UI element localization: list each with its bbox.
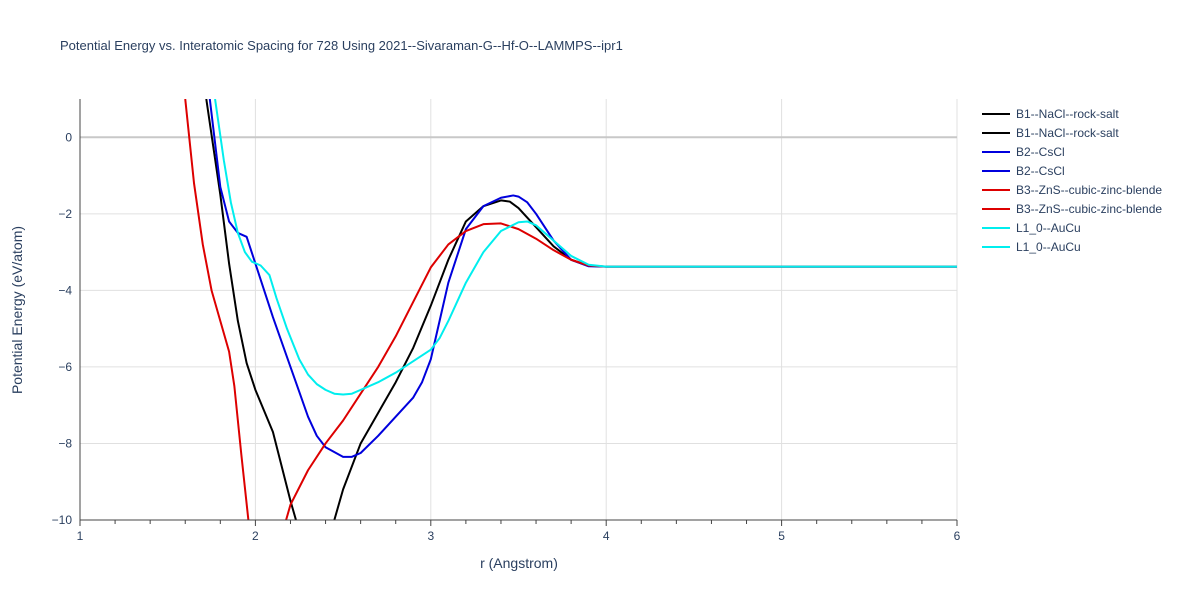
- legend-item[interactable]: B1--NaCl--rock-salt: [982, 107, 1119, 121]
- legend-item[interactable]: L1_0--AuCu: [982, 221, 1081, 235]
- x-tick-label: 3: [427, 529, 434, 543]
- legend-item[interactable]: B2--CsCl: [982, 164, 1065, 178]
- y-tick-label: −4: [58, 283, 72, 297]
- legend-label: B2--CsCl: [1016, 164, 1065, 178]
- y-axis-title: Potential Energy (eV/atom): [9, 226, 25, 394]
- y-tick-label: 0: [65, 130, 72, 144]
- series-line: [208, 99, 957, 458]
- legend-label: B3--ZnS--cubic-zinc-blende: [1016, 183, 1162, 197]
- x-tick-label: 6: [954, 529, 961, 543]
- y-tick-label: −10: [52, 513, 73, 527]
- legend-label: L1_0--AuCu: [1016, 221, 1081, 235]
- chart-title: Potential Energy vs. Interatomic Spacing…: [60, 38, 623, 53]
- legend-item[interactable]: B1--NaCl--rock-salt: [982, 126, 1119, 140]
- series-line: [184, 99, 957, 520]
- series-line: [205, 99, 957, 520]
- x-tick-label: 1: [77, 529, 84, 543]
- legend: B1--NaCl--rock-salt B1--NaCl--rock-salt B2…: [982, 107, 1162, 254]
- series-line: [214, 99, 957, 396]
- x-tick-label: 4: [603, 529, 610, 543]
- legend-label: B1--NaCl--rock-salt: [1016, 107, 1119, 121]
- grid: [80, 99, 958, 520]
- x-tick-label: 5: [778, 529, 785, 543]
- y-tick-label: −8: [58, 436, 72, 450]
- y-tick-label: −2: [58, 207, 72, 221]
- legend-item[interactable]: B3--ZnS--cubic-zinc-blende: [982, 183, 1162, 197]
- axes: 1 2 3 4 5 6 0 −2 −4 −6 −8 −10: [52, 99, 961, 543]
- legend-item[interactable]: L1_0--AuCu: [982, 240, 1081, 254]
- legend-label: B2--CsCl: [1016, 145, 1065, 159]
- x-tick-label: 2: [252, 529, 259, 543]
- legend-label: B1--NaCl--rock-salt: [1016, 126, 1119, 140]
- x-axis-title: r (Angstrom): [480, 555, 558, 571]
- plot-area: [184, 99, 957, 520]
- y-tick-label: −6: [58, 360, 72, 374]
- legend-item[interactable]: B2--CsCl: [982, 145, 1065, 159]
- legend-label: B3--ZnS--cubic-zinc-blende: [1016, 202, 1162, 216]
- legend-label: L1_0--AuCu: [1016, 240, 1081, 254]
- legend-item[interactable]: B3--ZnS--cubic-zinc-blende: [982, 202, 1162, 216]
